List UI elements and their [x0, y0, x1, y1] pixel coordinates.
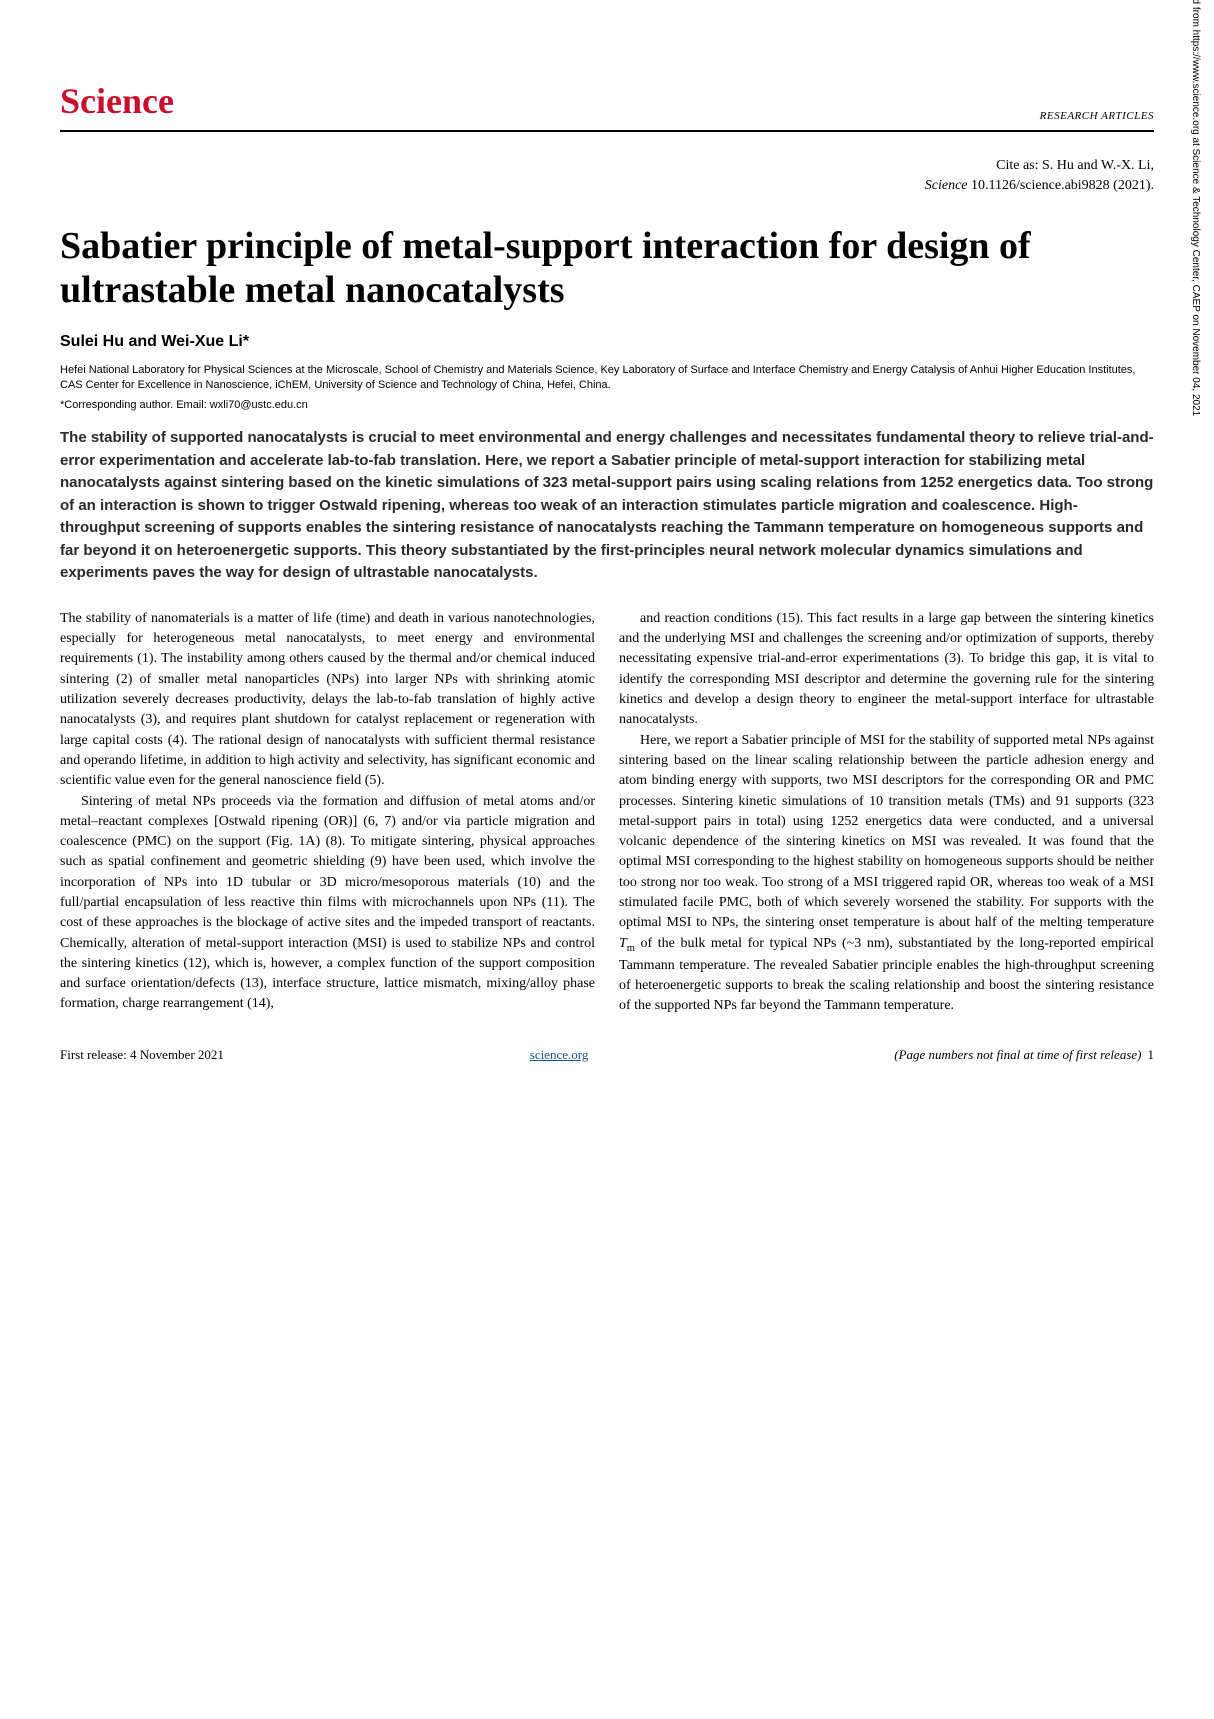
- page-footer: First release: 4 November 2021 science.o…: [60, 1047, 1154, 1063]
- release-date: First release: 4 November 2021: [60, 1047, 224, 1063]
- body-paragraph: and reaction conditions (15). This fact …: [619, 609, 1154, 731]
- citation-doi: 10.1126/science.abi9828 (2021).: [968, 178, 1155, 193]
- body-paragraph: Sintering of metal NPs proceeds via the …: [60, 792, 595, 1015]
- body-text: The stability of nanomaterials is a matt…: [60, 609, 1154, 1017]
- article-title: Sabatier principle of metal-support inte…: [60, 225, 1154, 312]
- affiliations: Hefei National Laboratory for Physical S…: [60, 363, 1154, 394]
- citation-journal: Science: [925, 178, 968, 193]
- body-paragraph: The stability of nanomaterials is a matt…: [60, 609, 595, 792]
- abstract: The stability of supported nanocatalysts…: [60, 427, 1154, 585]
- citation-prefix: Cite as: S. Hu and W.-X. Li,: [996, 158, 1154, 173]
- page-header: Science RESEARCH ARTICLES: [60, 80, 1154, 132]
- journal-logo: Science: [60, 80, 174, 122]
- section-label: RESEARCH ARTICLES: [1040, 110, 1154, 122]
- download-watermark: Downloaded from https://www.science.org …: [1191, 0, 1202, 416]
- corresponding-author: *Corresponding author. Email: wxli70@ust…: [60, 399, 1154, 411]
- page-note: (Page numbers not final at time of first…: [894, 1047, 1154, 1063]
- footer-link[interactable]: science.org: [530, 1047, 589, 1063]
- body-paragraph: Here, we report a Sabatier principle of …: [619, 731, 1154, 1017]
- author-list: Sulei Hu and Wei-Xue Li*: [60, 333, 1154, 351]
- citation-block: Cite as: S. Hu and W.-X. Li, Science 10.…: [60, 156, 1154, 195]
